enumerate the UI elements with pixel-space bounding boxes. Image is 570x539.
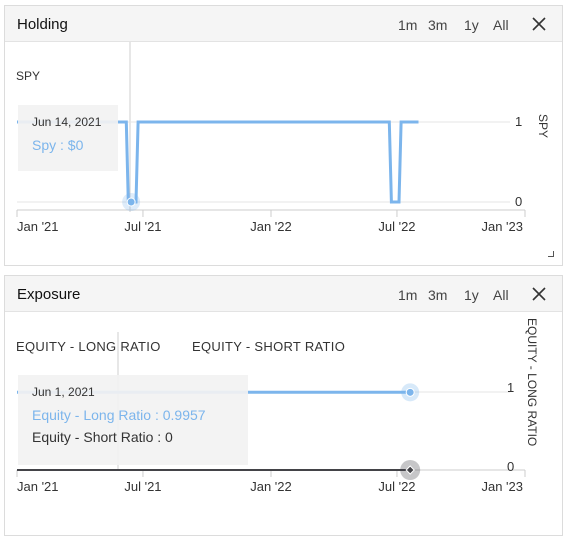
exposure-ytick-0: 0 [507, 459, 514, 474]
holding-ytick-0: 0 [515, 194, 522, 209]
holding-close-icon[interactable] [530, 15, 548, 33]
exposure-xtick-label: Jan '23 [481, 479, 523, 494]
exposure-range-3m[interactable]: 3m [428, 287, 448, 303]
holding-hover-point [126, 197, 136, 207]
exposure-short-point [405, 465, 415, 475]
holding-tooltip-date: Jun 14, 2021 [32, 115, 102, 129]
holding-title: Holding [17, 16, 68, 33]
holding-panel: Holding 1m 3m 1y All SPY Jan '21 Jul '21 J… [4, 5, 563, 266]
exposure-tooltip-short: Equity - Short Ratio : 0 [32, 429, 173, 445]
exposure-panel: Exposure 1m 3m 1y All EQUITY - LONG RATI… [4, 275, 563, 536]
holding-header: Holding 1m 3m 1y All [5, 6, 562, 42]
holding-series-line-spy [17, 120, 419, 204]
holding-chart: Jan '21 Jul '21 Jan '22 Jul '22 Jan '23 1 0 … [16, 42, 550, 234]
exposure-range-1y[interactable]: 1y [464, 287, 479, 303]
exposure-header: Exposure 1m 3m 1y All [5, 276, 562, 312]
holding-range-1m[interactable]: 1m [398, 17, 418, 33]
holding-y-axis-title: SPY [536, 114, 550, 138]
holding-xtick-label: Jul '21 [124, 219, 161, 234]
exposure-legend-long[interactable]: EQUITY - LONG RATIO [16, 339, 161, 354]
exposure-xtick-label: Jul '21 [124, 479, 161, 494]
holding-range-1y[interactable]: 1y [464, 17, 479, 33]
exposure-tooltip: Jun 1, 2021 Equity - Long Ratio : 0.9957… [18, 375, 248, 465]
exposure-range-1m[interactable]: 1m [398, 287, 418, 303]
holding-resize-icon[interactable] [548, 251, 554, 257]
holding-range-all[interactable]: All [493, 17, 509, 33]
exposure-title: Exposure [17, 286, 81, 303]
exposure-long-point [405, 387, 415, 397]
holding-tooltip: Jun 14, 2021 Spy : $0 [18, 105, 118, 171]
exposure-y-axis-title: EQUITY - LONG RATIO [525, 318, 539, 446]
holding-xtick-label: Jul '22 [378, 219, 415, 234]
exposure-close-icon[interactable] [530, 285, 548, 303]
exposure-legend-short[interactable]: EQUITY - SHORT RATIO [192, 339, 346, 354]
exposure-xtick-label: Jul '22 [378, 479, 415, 494]
holding-tooltip-value: Spy : $0 [32, 137, 84, 153]
exposure-tooltip-date: Jun 1, 2021 [32, 385, 95, 399]
exposure-tooltip-long: Equity - Long Ratio : 0.9957 [32, 407, 206, 423]
holding-xtick-label: Jan '23 [481, 219, 523, 234]
holding-range-3m[interactable]: 3m [428, 17, 448, 33]
holding-series-label: SPY [16, 69, 41, 83]
exposure-ytick-1: 1 [507, 380, 514, 395]
exposure-xtick-label: Jan '22 [250, 479, 292, 494]
exposure-range-all[interactable]: All [493, 287, 509, 303]
holding-ytick-1: 1 [515, 114, 522, 129]
holding-xtick-label: Jan '21 [17, 219, 59, 234]
holding-xtick-label: Jan '22 [250, 219, 292, 234]
exposure-xtick-label: Jan '21 [17, 479, 59, 494]
